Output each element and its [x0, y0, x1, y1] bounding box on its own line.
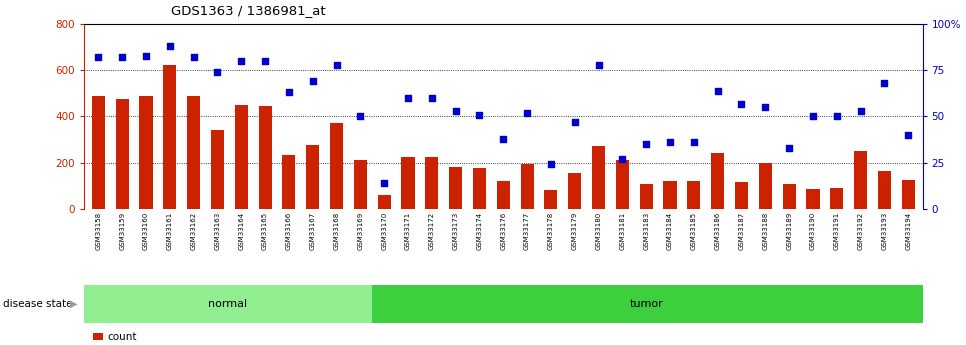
Bar — [758, 162, 772, 209]
Bar — [639, 185, 653, 209]
FancyBboxPatch shape — [84, 285, 372, 323]
Bar — [473, 168, 486, 209]
Bar — [354, 160, 367, 209]
Bar — [807, 189, 819, 209]
Point — [162, 43, 178, 49]
Point — [114, 55, 129, 60]
Bar — [425, 157, 439, 209]
Bar — [830, 188, 843, 209]
Bar — [521, 164, 533, 209]
Bar — [568, 173, 582, 209]
Bar — [616, 160, 629, 209]
Point — [305, 79, 321, 84]
Text: tumor: tumor — [630, 299, 664, 308]
Point — [806, 114, 821, 119]
Bar — [878, 171, 891, 209]
Point — [448, 108, 464, 114]
Point — [138, 53, 154, 58]
Bar — [449, 167, 462, 209]
Point — [543, 162, 558, 167]
Bar — [854, 151, 867, 209]
Bar — [687, 181, 700, 209]
Point — [710, 88, 725, 93]
Bar — [402, 157, 414, 209]
Bar — [735, 182, 748, 209]
Point — [496, 136, 511, 141]
Point — [781, 145, 797, 150]
Bar — [116, 99, 128, 209]
Point — [257, 58, 272, 64]
Bar — [282, 155, 296, 209]
Point — [639, 141, 654, 147]
Bar — [259, 106, 271, 209]
Bar — [235, 105, 248, 209]
Bar — [211, 130, 224, 209]
Point — [829, 114, 844, 119]
Bar — [330, 124, 343, 209]
Bar — [711, 153, 724, 209]
Point — [281, 90, 297, 95]
Point — [377, 180, 392, 186]
Point — [328, 62, 344, 68]
Text: GDS1363 / 1386981_at: GDS1363 / 1386981_at — [171, 4, 326, 17]
Point — [757, 105, 773, 110]
Point — [877, 80, 893, 86]
Point — [185, 55, 201, 60]
Bar — [782, 185, 796, 209]
Point — [663, 139, 678, 145]
Point — [400, 95, 415, 101]
Bar — [592, 146, 605, 209]
Point — [91, 55, 106, 60]
Point — [424, 95, 440, 101]
Bar — [92, 96, 105, 209]
Point — [686, 139, 701, 145]
Point — [900, 132, 916, 138]
Point — [471, 112, 487, 117]
Bar — [163, 65, 177, 209]
Text: normal: normal — [209, 299, 247, 308]
Legend: count, percentile rank within the sample: count, percentile rank within the sample — [89, 328, 287, 345]
Bar — [664, 181, 676, 209]
Bar — [139, 96, 153, 209]
FancyBboxPatch shape — [372, 285, 923, 323]
Point — [210, 69, 225, 75]
Bar — [187, 96, 200, 209]
Bar — [901, 180, 915, 209]
Point — [520, 110, 535, 116]
Bar — [497, 181, 510, 209]
Text: ▶: ▶ — [70, 299, 77, 308]
Point — [734, 101, 750, 106]
Bar — [306, 145, 320, 209]
Point — [567, 119, 582, 125]
Point — [234, 58, 249, 64]
Point — [353, 114, 368, 119]
Bar — [378, 195, 390, 209]
Bar — [545, 190, 557, 209]
Point — [853, 108, 868, 114]
Point — [614, 156, 630, 162]
Point — [591, 62, 607, 68]
Text: disease state: disease state — [3, 299, 72, 308]
